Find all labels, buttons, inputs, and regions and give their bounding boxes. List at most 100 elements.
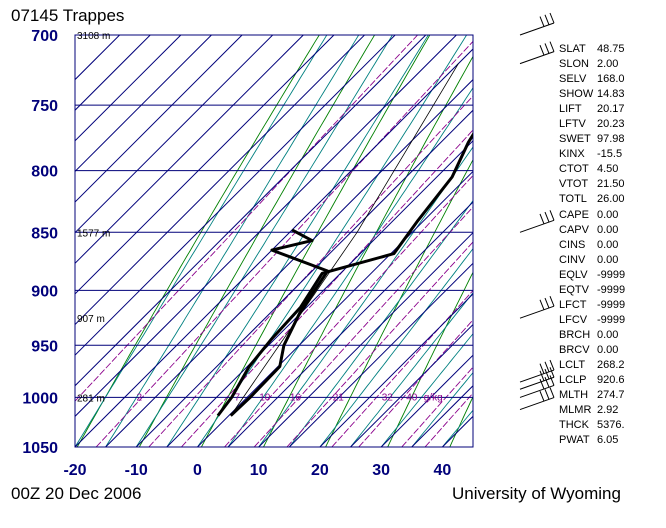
index-value: -9999 xyxy=(597,298,626,311)
mixing-ratio-label: 21 xyxy=(333,392,345,403)
sounding-profiles xyxy=(216,63,473,417)
data-source: University of Wyoming xyxy=(452,484,621,503)
x-tick-label: 10 xyxy=(250,462,268,479)
index-value: -15.5 xyxy=(597,148,623,161)
mixing-ratio-line xyxy=(331,289,473,447)
index-name: SHOW xyxy=(559,88,594,101)
index-name: VTOT xyxy=(559,178,589,191)
wind-barb-feather xyxy=(544,389,550,400)
isotherm-line xyxy=(75,35,365,326)
wind-barb-staff xyxy=(519,305,555,319)
wind-barb-feather xyxy=(539,370,545,382)
isotherm-line xyxy=(411,385,473,447)
index-name: KINX xyxy=(559,148,585,161)
index-row: TOTL 26.00 xyxy=(559,192,625,207)
index-value: 0.00 xyxy=(597,223,619,236)
index-name: LCLP xyxy=(559,374,587,387)
wind-barb-feather xyxy=(549,210,555,221)
dry-adiabat xyxy=(263,55,473,447)
index-value: 97.98 xyxy=(597,133,625,146)
wind-barb-staff xyxy=(519,384,555,398)
index-name: LFCV xyxy=(559,313,588,326)
isotherm-group xyxy=(75,35,473,447)
index-value: 0.00 xyxy=(597,208,619,221)
wind-barb-feather xyxy=(539,299,545,310)
wind-barb-feather xyxy=(549,367,555,378)
moist-adiabat xyxy=(105,35,360,447)
wind-barb-feather xyxy=(539,390,545,402)
index-value: -9999 xyxy=(597,313,626,326)
index-row: SHOW 14.83 xyxy=(559,87,625,102)
isotherm-line xyxy=(319,293,473,447)
index-value: 21.50 xyxy=(597,178,625,191)
mixing-ratio-label: 40 xyxy=(406,392,418,403)
isotherm-line xyxy=(75,35,274,234)
mixing-ratio-line xyxy=(75,35,418,402)
wind-barb-feather xyxy=(549,359,555,371)
isotherm-line xyxy=(75,35,120,81)
y-tick-label: 900 xyxy=(31,283,58,300)
chart-title: 07145 Trappes xyxy=(11,6,125,25)
y-tick-label: 1000 xyxy=(22,390,58,407)
parcel-path xyxy=(230,63,459,416)
index-name: BRCH xyxy=(559,328,591,341)
index-name: CAPE xyxy=(559,208,589,221)
index-name: SLON xyxy=(559,58,589,71)
mixing-ratio-line xyxy=(358,319,473,447)
mixing-ratio-label: 7 xyxy=(234,392,240,403)
mixing-ratio-line xyxy=(148,95,473,447)
wind-barb-staff xyxy=(519,397,555,411)
index-row: VTOT 21.50 xyxy=(559,177,625,192)
mixing-ratio-lines xyxy=(75,35,473,447)
index-value: -9999 xyxy=(597,283,626,296)
dry-adiabat xyxy=(636,28,666,447)
index-value: 268.2 xyxy=(597,358,625,371)
plot-frame xyxy=(74,34,474,448)
dry-adiabat xyxy=(201,35,431,447)
index-row: MLMR 2.92 xyxy=(559,403,625,418)
x-tick-label: 40 xyxy=(433,462,451,479)
index-row: CINV 0.00 xyxy=(559,253,625,268)
axis-ticks: 700 750 800 850 900 950 1000 1050 -20 -10 0 10 20 30 4… xyxy=(22,28,451,479)
wind-barbs xyxy=(519,12,555,411)
index-name: CINV xyxy=(559,253,586,266)
x-tick-label: 0 xyxy=(193,462,202,479)
index-name: MLTH xyxy=(559,389,589,402)
wind-barb-staff xyxy=(519,369,555,383)
moist-adiabat xyxy=(75,35,328,447)
index-row: CAPV 0.00 xyxy=(559,223,625,238)
wind-barb-feather xyxy=(544,361,550,373)
index-value: 48.75 xyxy=(597,43,625,55)
index-row: THCK 5376. xyxy=(559,418,625,433)
wind-barb-feather xyxy=(539,363,545,374)
temperature-profile xyxy=(216,131,473,417)
index-value: 274.7 xyxy=(597,389,625,402)
index-value: 920.6 xyxy=(597,374,625,387)
x-tick-label: -10 xyxy=(125,462,148,479)
mixing-ratio-line xyxy=(424,392,473,447)
dry-adiabat xyxy=(325,158,473,447)
index-row: SLAT 48.75 xyxy=(559,42,625,57)
dry-adiabat xyxy=(138,35,376,447)
wind-barb xyxy=(519,41,555,65)
index-row: EQTV -9999 xyxy=(559,283,625,298)
isotherm-line xyxy=(75,35,243,203)
mixing-ratio-line xyxy=(286,241,473,447)
wind-barb-feather xyxy=(539,16,545,27)
wind-barb-feather xyxy=(549,296,555,307)
isotherm-line xyxy=(166,140,473,447)
isotherm-line xyxy=(350,323,473,447)
wind-barb-feather xyxy=(539,378,545,390)
isotherm-line xyxy=(75,35,396,356)
wind-barb-feather xyxy=(549,387,555,398)
wind-barb-staff xyxy=(519,376,555,390)
isotherm-line xyxy=(135,109,473,447)
x-tick-label: -20 xyxy=(63,462,86,479)
index-row: LFTV 20.23 xyxy=(559,117,625,132)
index-row: CINS 0.00 xyxy=(559,238,625,253)
index-value: 26.00 xyxy=(597,193,625,206)
y-tick-label: 1050 xyxy=(22,440,58,457)
isotherm-line xyxy=(75,48,473,447)
moist-adiabat xyxy=(288,199,473,447)
index-value: -9999 xyxy=(597,268,626,281)
